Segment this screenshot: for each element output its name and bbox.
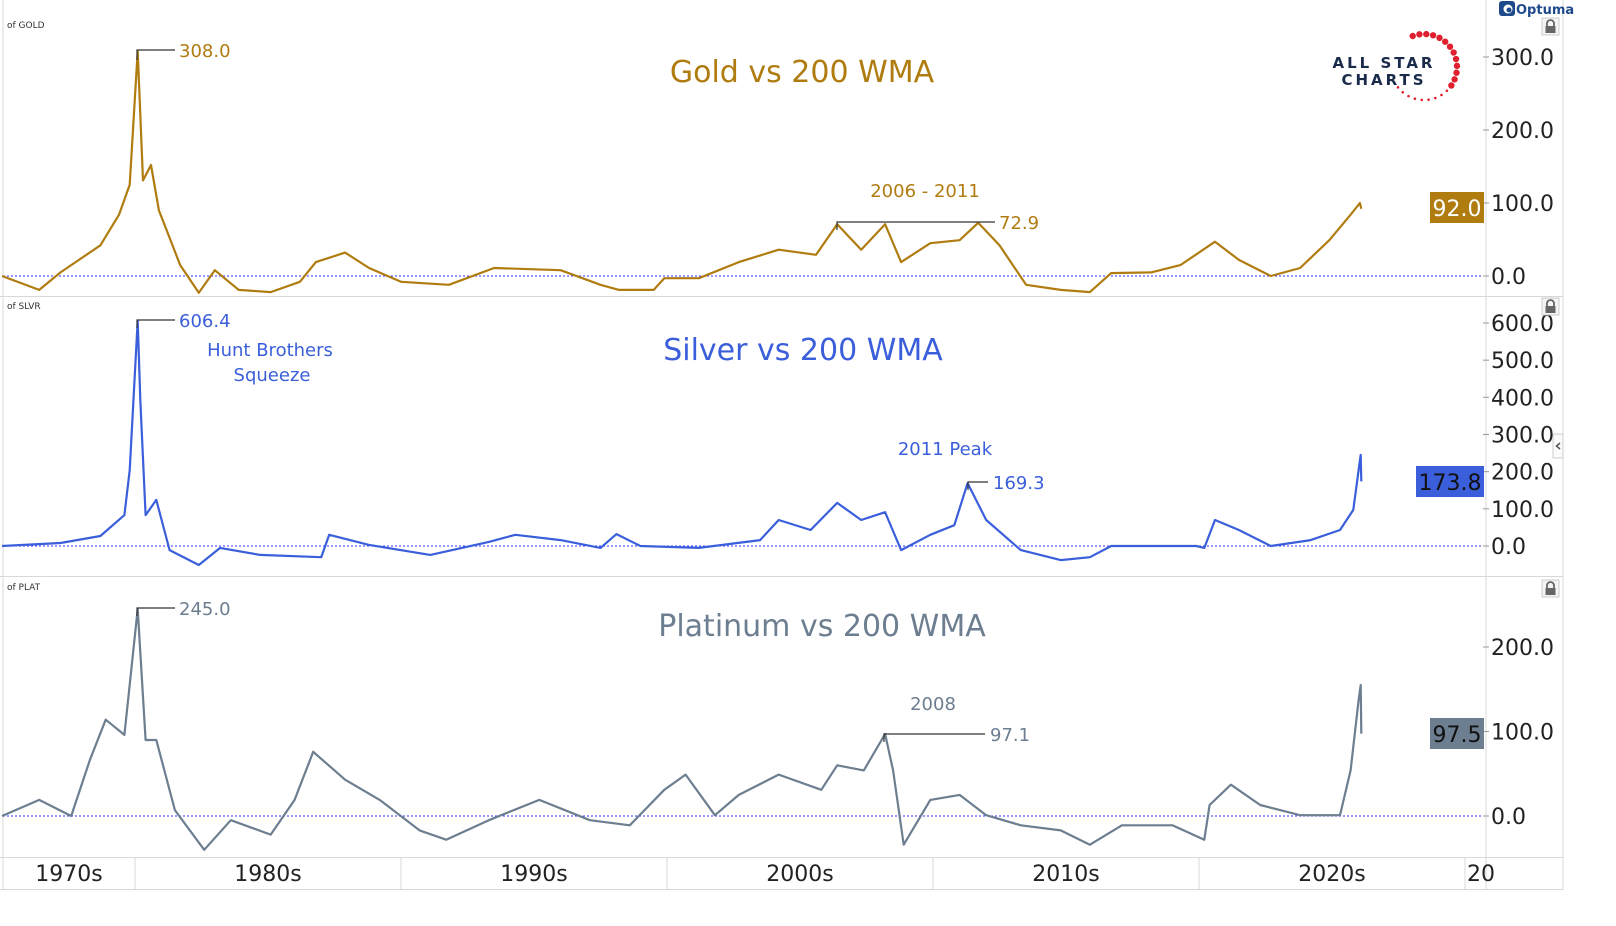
x-axis: 1970s 1980s 1990s 2000s 2010s 2020s 20: [35, 858, 1495, 889]
last-value-gold-text: 92.0: [1433, 197, 1482, 222]
series-line-platinum: [2, 609, 1361, 850]
x-tick-label: 1990s: [500, 862, 567, 887]
last-value-silver-text: 173.8: [1419, 471, 1482, 496]
chart-title-gold: Gold vs 200 WMA: [670, 55, 935, 90]
y-tick-label: 100.0: [1491, 721, 1554, 746]
annotation-gold-period: 2006 - 2011: [870, 181, 980, 202]
annotation-squeeze: Squeeze: [234, 365, 311, 386]
chart-title-silver: Silver vs 200 WMA: [663, 333, 943, 368]
y-tick-label: 100.0: [1491, 192, 1554, 217]
annotation-line-platinum-peak: [137, 608, 175, 616]
chart-title-platinum: Platinum vs 200 WMA: [658, 609, 986, 644]
star-icon: [1451, 76, 1457, 82]
star-icon: [1447, 43, 1453, 49]
y-tick-label: 200.0: [1491, 636, 1554, 661]
star-icon: [1416, 31, 1422, 37]
panel-label-platinum: of PLAT: [7, 583, 41, 593]
star-icon: [1454, 63, 1460, 69]
x-tick-label: 2010s: [1032, 862, 1099, 887]
chart-frame: [0, 0, 1563, 890]
star-icon: [1436, 35, 1442, 41]
star-icon: [1397, 86, 1400, 89]
y-tick-label: 600.0: [1491, 312, 1554, 337]
all-star-charts-logo: ALL STAR CHARTS: [1333, 31, 1461, 101]
y-tick-label: 0.0: [1491, 535, 1526, 560]
star-icon: [1427, 98, 1430, 101]
star-icon: [1423, 31, 1429, 37]
panel-platinum: 0.0 100.0 200.0: [2, 609, 1554, 850]
star-icon: [1440, 94, 1443, 97]
annotation-line-gold-peak: [137, 50, 175, 60]
y-tick-label: 0.0: [1491, 265, 1526, 290]
star-icon: [1434, 97, 1437, 100]
x-tick-label: 1980s: [234, 862, 301, 887]
annotation-2008: 2008: [910, 694, 956, 715]
optuma-logo: Optuma: [1499, 1, 1574, 18]
y-tick-label: 200.0: [1491, 119, 1554, 144]
star-icon: [1453, 56, 1459, 62]
star-icon: [1407, 95, 1410, 98]
y-tick-label: 400.0: [1491, 386, 1554, 411]
last-value-gold: 92.0: [1430, 192, 1484, 223]
annotation-gold-peak: 308.0: [179, 41, 231, 62]
annotation-gold-2011: 72.9: [999, 213, 1039, 234]
y-tick-label: 100.0: [1491, 498, 1554, 523]
star-icon: [1442, 39, 1448, 45]
chevron-left-icon[interactable]: [1553, 434, 1563, 458]
star-icon: [1430, 32, 1436, 38]
x-tick-label: 2000s: [766, 862, 833, 887]
annotation-platinum-2008: 97.1: [990, 725, 1030, 746]
star-icon: [1450, 49, 1456, 55]
last-value-silver: 173.8: [1416, 466, 1484, 497]
y-tick-label: 200.0: [1491, 461, 1554, 486]
x-tick-label: 2020s: [1298, 862, 1365, 887]
x-tick-label: 20: [1467, 862, 1495, 887]
annotation-platinum-peak: 245.0: [179, 599, 231, 620]
panel-label-silver: of SLVR: [7, 302, 41, 312]
star-icon: [1414, 97, 1417, 100]
x-tick-label: 1970s: [35, 862, 102, 887]
star-icon: [1446, 89, 1449, 92]
annotation-silver-2011: 169.3: [993, 473, 1045, 494]
lock-icon[interactable]: [1542, 18, 1559, 35]
star-icon: [1448, 82, 1454, 88]
logo-line-1: ALL STAR: [1333, 54, 1436, 72]
panel-label-gold: of GOLD: [7, 21, 45, 31]
y-tick-label: 300.0: [1491, 423, 1554, 448]
logo-line-2: CHARTS: [1341, 71, 1426, 89]
y-tick-label: 300.0: [1491, 46, 1554, 71]
y-tick-label: 0.0: [1491, 805, 1526, 830]
star-icon: [1401, 91, 1404, 94]
lock-icon[interactable]: [1542, 298, 1559, 315]
y-tick-label: 500.0: [1491, 349, 1554, 374]
star-icon: [1453, 70, 1459, 76]
annotation-silver-peak: 606.4: [179, 311, 231, 332]
annotation-line-platinum-2008: [884, 734, 985, 742]
annotation-line-silver-peak: [137, 320, 175, 328]
star-icon: [1420, 99, 1423, 102]
optuma-logo-text: Optuma: [1516, 3, 1574, 18]
star-icon: [1410, 33, 1416, 39]
lock-icon[interactable]: [1542, 580, 1559, 597]
annotation-hunt-brothers: Hunt Brothers: [207, 340, 333, 361]
annotation-2011-peak: 2011 Peak: [898, 439, 993, 460]
last-value-platinum: 97.5: [1430, 718, 1484, 749]
last-value-platinum-text: 97.5: [1433, 723, 1482, 748]
